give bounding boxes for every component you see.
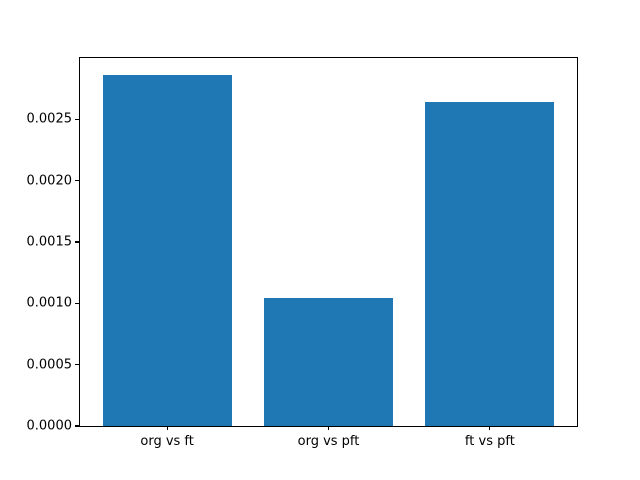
y-tick-mark (75, 118, 79, 120)
y-tick-mark (75, 425, 79, 427)
y-tick-mark (75, 241, 79, 243)
x-tick-label: org vs ft (140, 434, 194, 449)
bar-org-vs-ft (102, 75, 232, 426)
y-tick-label: 0.0020 (26, 173, 73, 189)
y-tick-mark (75, 364, 79, 366)
y-tick-label: 0.0005 (26, 357, 73, 373)
x-tick-label: org vs pft (297, 434, 360, 449)
x-tick-mark (327, 426, 330, 430)
x-tick-mark (489, 426, 491, 430)
bar-ft-vs-pft (425, 102, 555, 426)
y-tick-label: 0.0000 (26, 418, 73, 434)
y-tick-mark (75, 302, 79, 304)
x-tick-label: ft vs pft (464, 434, 515, 449)
plot-area: org vs ft org vs pft ft vs pft 0.0000 0.0005… (27, 57, 578, 448)
x-tick-mark (166, 426, 168, 430)
y-tick-label: 0.0010 (26, 295, 73, 311)
bar-org-vs-pft (263, 298, 394, 426)
y-tick-label: 0.0015 (26, 234, 73, 250)
y-tick-label: 0.0025 (26, 111, 73, 127)
y-tick-mark (75, 180, 79, 182)
